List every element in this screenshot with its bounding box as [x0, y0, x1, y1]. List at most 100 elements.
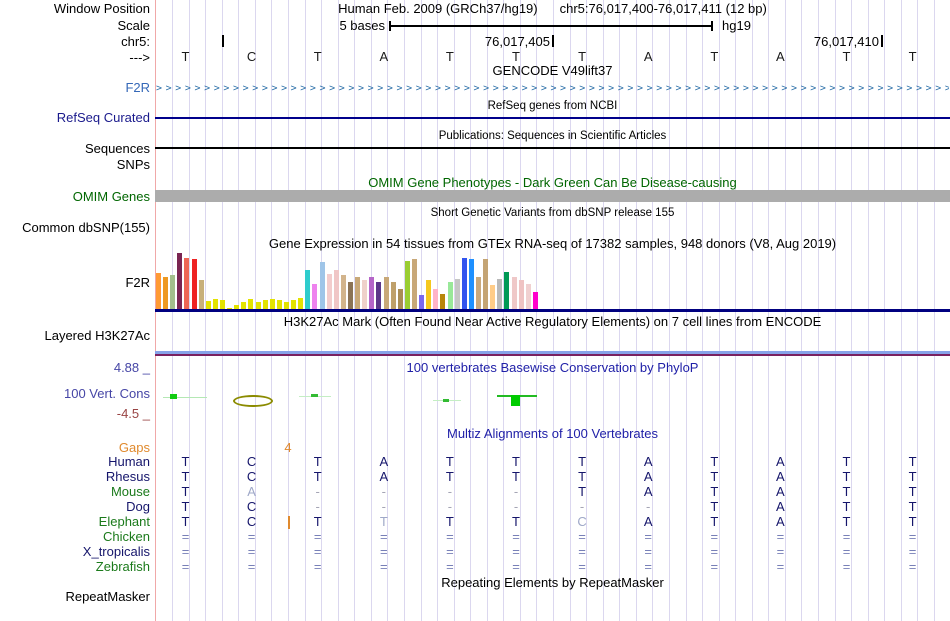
gtex-bar[interactable] — [490, 285, 496, 310]
gtex-bar[interactable] — [426, 280, 432, 310]
gtex-bar[interactable] — [532, 292, 538, 310]
track-label-sequences[interactable]: Sequences — [84, 141, 150, 156]
alignment-base: T — [181, 499, 190, 514]
gtex-bar[interactable] — [404, 261, 410, 310]
track-title-omim-phenotypes[interactable]: OMIM Gene Phenotypes - Dark Green Can Be… — [368, 175, 737, 190]
gtex-bar[interactable] — [461, 258, 467, 310]
gtex-bar[interactable] — [447, 282, 453, 310]
track-label-vert-cons[interactable]: 100 Vert. Cons — [64, 386, 150, 401]
gtex-bar[interactable] — [376, 282, 382, 310]
gtex-bar[interactable] — [362, 280, 368, 310]
track-label-repeatmasker[interactable]: RepeatMasker — [65, 589, 150, 604]
refseq-curated-gene-line[interactable] — [155, 117, 950, 119]
h3k27ac-signal-band[interactable] — [155, 351, 950, 354]
species-label-mouse[interactable]: Mouse — [110, 484, 150, 499]
gtex-bar[interactable] — [212, 299, 218, 310]
gtex-bar[interactable] — [248, 299, 254, 310]
gtex-bar[interactable] — [454, 279, 460, 310]
track-title-repeatmasker-title[interactable]: Repeating Elements by RepeatMasker — [441, 575, 664, 590]
gtex-bar[interactable] — [283, 302, 289, 310]
gtex-bar[interactable] — [170, 275, 176, 310]
gtex-bar[interactable] — [205, 301, 211, 310]
gtex-bar[interactable] — [347, 282, 353, 310]
track-title-h3k27ac[interactable]: H3K27Ac Mark (Often Found Near Active Re… — [283, 314, 822, 329]
gtex-bar[interactable] — [191, 259, 197, 310]
track-label-refseq-curated[interactable]: RefSeq Curated — [56, 110, 150, 125]
track-title-gtex[interactable]: Gene Expression in 54 tissues from GTEx … — [268, 236, 837, 251]
gtex-bar[interactable] — [312, 284, 318, 310]
alignment-base: A — [643, 484, 653, 499]
gtex-bar[interactable] — [525, 284, 531, 310]
gtex-bar[interactable] — [483, 259, 489, 310]
gtex-bar[interactable] — [383, 277, 389, 310]
gtex-bar[interactable] — [262, 300, 268, 310]
track-title-phylop[interactable]: 100 vertebrates Basewise Conservation by… — [406, 360, 699, 375]
species-label-chicken[interactable]: Chicken — [103, 529, 150, 544]
track-label-f2r-gencode[interactable]: F2R — [125, 80, 150, 95]
species-label-x_tropicalis[interactable]: X_tropicalis — [82, 544, 150, 559]
gtex-bar[interactable] — [390, 282, 396, 310]
alignment-base: = — [512, 559, 520, 574]
alignment-base: T — [710, 514, 719, 529]
track-title-multiz[interactable]: Multiz Alignments of 100 Vertebrates — [446, 426, 658, 441]
gtex-bar[interactable] — [468, 259, 474, 310]
track-title-publications[interactable]: Publications: Sequences in Scientific Ar… — [438, 130, 667, 142]
alignment-base: = — [710, 529, 719, 544]
species-label-zebrafish[interactable]: Zebrafish — [95, 559, 150, 574]
gtex-bar[interactable] — [234, 305, 240, 310]
publications-sequence-line[interactable] — [155, 147, 950, 149]
alignment-base: T — [710, 469, 719, 484]
gtex-bar[interactable] — [518, 280, 524, 310]
gtex-bar[interactable] — [340, 275, 346, 310]
gtex-bar[interactable] — [475, 277, 481, 310]
gtex-bar[interactable] — [433, 289, 439, 310]
omim-gene-bar[interactable] — [155, 190, 950, 202]
gtex-bar[interactable] — [305, 270, 311, 310]
gtex-bar[interactable] — [369, 277, 375, 310]
gtex-bar[interactable] — [184, 258, 190, 310]
species-label-rhesus[interactable]: Rhesus — [105, 469, 150, 484]
gtex-bar[interactable] — [397, 289, 403, 310]
gtex-bar[interactable] — [419, 295, 425, 310]
phylop-line-mark — [163, 397, 207, 398]
track-title-refseq-genes[interactable]: RefSeq genes from NCBI — [487, 100, 618, 112]
coord-tick — [552, 35, 554, 47]
gtex-bar[interactable] — [177, 253, 183, 310]
gtex-bar[interactable] — [355, 277, 361, 310]
track-label-f2r-gtex[interactable]: F2R — [125, 275, 150, 290]
gtex-bar[interactable] — [276, 300, 282, 310]
gtex-bar[interactable] — [411, 259, 417, 310]
track-label-layered-h3k27ac[interactable]: Layered H3K27Ac — [44, 328, 150, 343]
track-title-gencode[interactable]: GENCODE V49lift37 — [492, 63, 613, 78]
alignment-base: C — [246, 499, 257, 514]
gtex-bar[interactable] — [511, 277, 517, 310]
gtex-bar[interactable] — [298, 298, 304, 310]
gtex-bar[interactable] — [497, 279, 503, 310]
gtex-gene-model-line[interactable] — [155, 309, 950, 312]
track-label-common-dbsnp[interactable]: Common dbSNP(155) — [22, 220, 150, 235]
track-label-omim-genes[interactable]: OMIM Genes — [72, 189, 150, 204]
gtex-bar[interactable] — [319, 262, 325, 310]
gtex-bar[interactable] — [156, 273, 161, 310]
alignment-base: - — [315, 484, 320, 499]
gtex-bar[interactable] — [333, 270, 339, 310]
gtex-bar[interactable] — [163, 277, 169, 310]
gtex-bar[interactable] — [269, 299, 275, 310]
gtex-bar[interactable] — [241, 302, 247, 310]
track-label-snps[interactable]: SNPs — [116, 157, 150, 172]
gtex-bar[interactable] — [255, 302, 261, 310]
species-label-elephant[interactable]: Elephant — [98, 514, 150, 529]
species-label-dog[interactable]: Dog — [126, 499, 150, 514]
track-title-dbsnp155[interactable]: Short Genetic Variants from dbSNP releas… — [430, 207, 675, 219]
track-label-strand: ---> — [129, 50, 150, 65]
species-label-human[interactable]: Human — [108, 454, 150, 469]
alignment-base: = — [776, 544, 785, 559]
gtex-bar[interactable] — [219, 300, 225, 310]
gtex-bar[interactable] — [326, 274, 332, 310]
alignment-base: T — [710, 499, 719, 514]
gtex-bar[interactable] — [291, 300, 297, 310]
gtex-bar[interactable] — [198, 280, 204, 310]
gtex-bar[interactable] — [440, 294, 446, 310]
gtex-bar[interactable] — [504, 272, 510, 310]
f2r-transcript-arrows[interactable]: >>>>>>>>>>>>>>>>>>>>>>>>>>>>>>>>>>>>>>>>… — [156, 83, 949, 94]
